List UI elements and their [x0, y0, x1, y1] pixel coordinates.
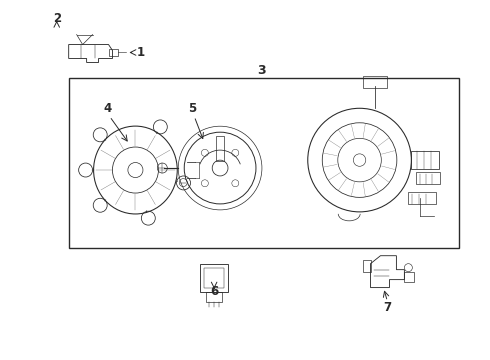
Bar: [69, 78, 459, 248]
Bar: [216, 136, 224, 161]
Bar: [204, 268, 224, 288]
Text: 2: 2: [52, 12, 61, 25]
Text: 1: 1: [136, 46, 145, 59]
Text: 3: 3: [258, 64, 266, 77]
Bar: [408, 192, 436, 204]
Text: 6: 6: [210, 285, 218, 298]
Bar: [404, 272, 415, 282]
Bar: [416, 172, 440, 184]
Text: 4: 4: [103, 102, 112, 115]
Text: 7: 7: [383, 301, 392, 314]
Bar: [108, 49, 119, 57]
Bar: [200, 264, 228, 292]
Bar: [412, 151, 439, 169]
Bar: [363, 260, 370, 272]
Text: 5: 5: [188, 102, 196, 115]
Bar: [206, 292, 222, 302]
Bar: [363, 76, 387, 88]
